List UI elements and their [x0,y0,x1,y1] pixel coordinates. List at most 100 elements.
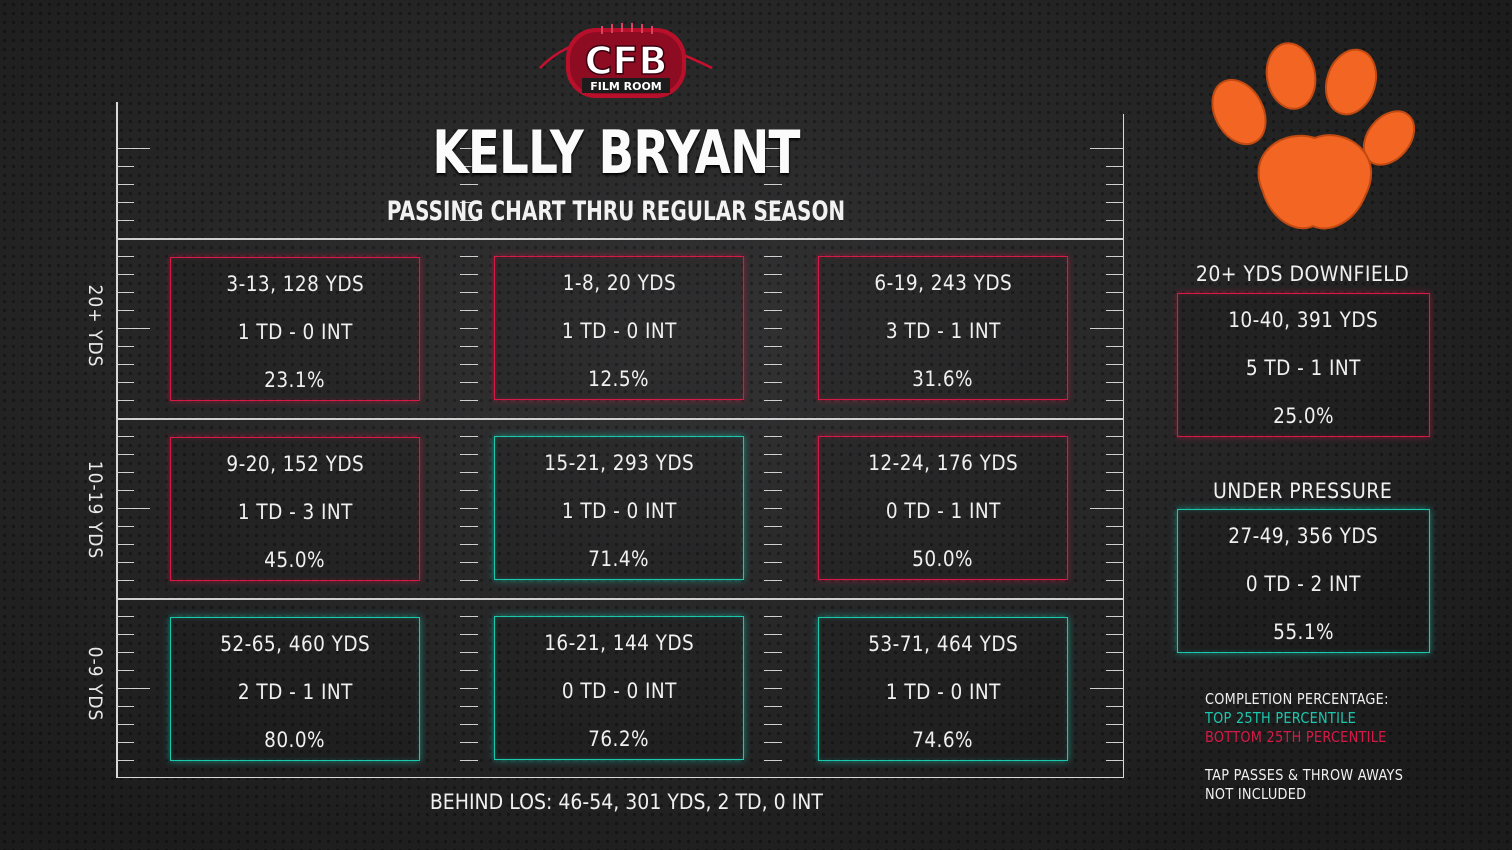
hash-mark [1106,166,1124,168]
hash-mark [764,202,782,204]
pressure-box: 27-49, 356 YDS 0 TD - 2 INT 55.1% [1177,509,1430,653]
legend: COMPLETION PERCENTAGE: TOP 25TH PERCENTI… [1205,690,1435,804]
hash-mark [116,760,134,762]
hash-mark [764,526,782,528]
box-pct: 55.1% [1273,620,1334,644]
hash-mark [764,184,782,186]
box-td-int: 0 TD - 0 INT [561,679,677,703]
cfb-film-room-logo: CFB FILM ROOM [536,18,716,106]
hash-mark [460,166,478,168]
hash-mark [116,238,134,240]
zone-box-mid-middle: 15-21, 293 YDS 1 TD - 0 INT 71.4% [494,436,744,580]
hash-mark [1106,706,1124,708]
field-right-sideline [1122,114,1124,778]
box-td-int: 2 TD - 1 INT [237,680,353,704]
hash-mark [116,220,134,222]
hash-mark [116,580,134,582]
hash-mark [460,292,478,294]
hash-mark [764,436,782,438]
hash-mark [764,742,782,744]
hash-mark [764,166,782,168]
hash-mark [116,382,134,384]
box-pct: 45.0% [264,548,326,572]
hash-mark [764,688,782,690]
logo-film-room-text: FILM ROOM [590,80,662,93]
box-pct: 12.5% [588,367,650,391]
hash-mark [1090,328,1124,330]
hash-mark [460,580,478,582]
box-completions: 16-21, 144 YDS [543,631,695,655]
hash-mark [1106,454,1124,456]
hash-mark [460,382,478,384]
hash-mark [764,310,782,312]
hash-mark [1106,364,1124,366]
tiger-paw-icon [1205,42,1416,242]
hash-mark [116,454,134,456]
hash-mark [116,418,134,420]
hash-mark [1106,526,1124,528]
legend-note-line1: TAP PASSES & THROW AWAYS [1205,766,1404,784]
hash-mark [116,472,134,474]
zone-box-short-middle: 16-21, 144 YDS 0 TD - 0 INT 76.2% [494,616,744,760]
hash-mark [764,580,782,582]
hash-mark [764,706,782,708]
hash-mark [460,670,478,672]
hash-mark [116,292,134,294]
box-pct: 74.6% [912,728,974,752]
hash-mark [1106,616,1124,618]
box-td-int: 1 TD - 0 INT [237,320,353,344]
hash-mark [764,418,782,420]
hash-mark [460,490,478,492]
behind-los-stats: BEHIND LOS: 46-54, 301 YDS, 2 TD, 0 INT [116,790,1136,814]
zone-label-deep: 20+ YDS [84,284,106,368]
box-td-int: 5 TD - 1 INT [1245,356,1362,380]
logo-cfb-text: CFB [585,39,668,83]
hash-mark [764,238,782,240]
hash-mark [460,742,478,744]
hash-mark [460,400,478,402]
hash-mark [460,526,478,528]
hash-mark [460,148,478,150]
hash-mark [116,148,150,150]
hash-mark [116,544,134,546]
box-td-int: 1 TD - 0 INT [561,319,677,343]
hash-mark [460,508,478,510]
hash-mark [460,544,478,546]
hash-mark [764,724,782,726]
hash-mark [764,328,782,330]
box-completions: 53-71, 464 YDS [867,632,1019,656]
hash-mark [460,598,478,600]
hash-mark [116,184,134,186]
hash-mark [1090,688,1124,690]
hash-mark [764,454,782,456]
hash-mark [1106,310,1124,312]
field-left-sideline [116,102,118,778]
line-of-scrimmage [116,776,1124,778]
box-pct: 80.0% [264,728,326,752]
hash-mark [1106,580,1124,582]
hash-mark [116,598,134,600]
hash-mark [764,508,782,510]
legend-top-percentile: TOP 25TH PERCENTILE [1205,709,1356,727]
hash-mark [116,310,134,312]
hash-mark [764,346,782,348]
yard-line-20 [116,238,1124,240]
hash-mark [116,508,150,510]
hash-mark [1106,544,1124,546]
hash-mark [1106,562,1124,564]
legend-heading: COMPLETION PERCENTAGE: [1205,690,1389,708]
box-completions: 52-65, 460 YDS [219,632,371,656]
hash-mark [764,760,782,762]
box-pct: 76.2% [588,727,650,751]
hash-mark [116,562,134,564]
hash-mark [1106,472,1124,474]
hash-mark [764,382,782,384]
hash-mark [1106,652,1124,654]
hash-mark [116,490,134,492]
hash-mark [460,310,478,312]
box-td-int: 3 TD - 1 INT [885,319,1001,343]
hash-mark [460,616,478,618]
downfield-box: 10-40, 391 YDS 5 TD - 1 INT 25.0% [1177,293,1430,437]
hash-mark [1106,670,1124,672]
hash-mark [460,418,478,420]
